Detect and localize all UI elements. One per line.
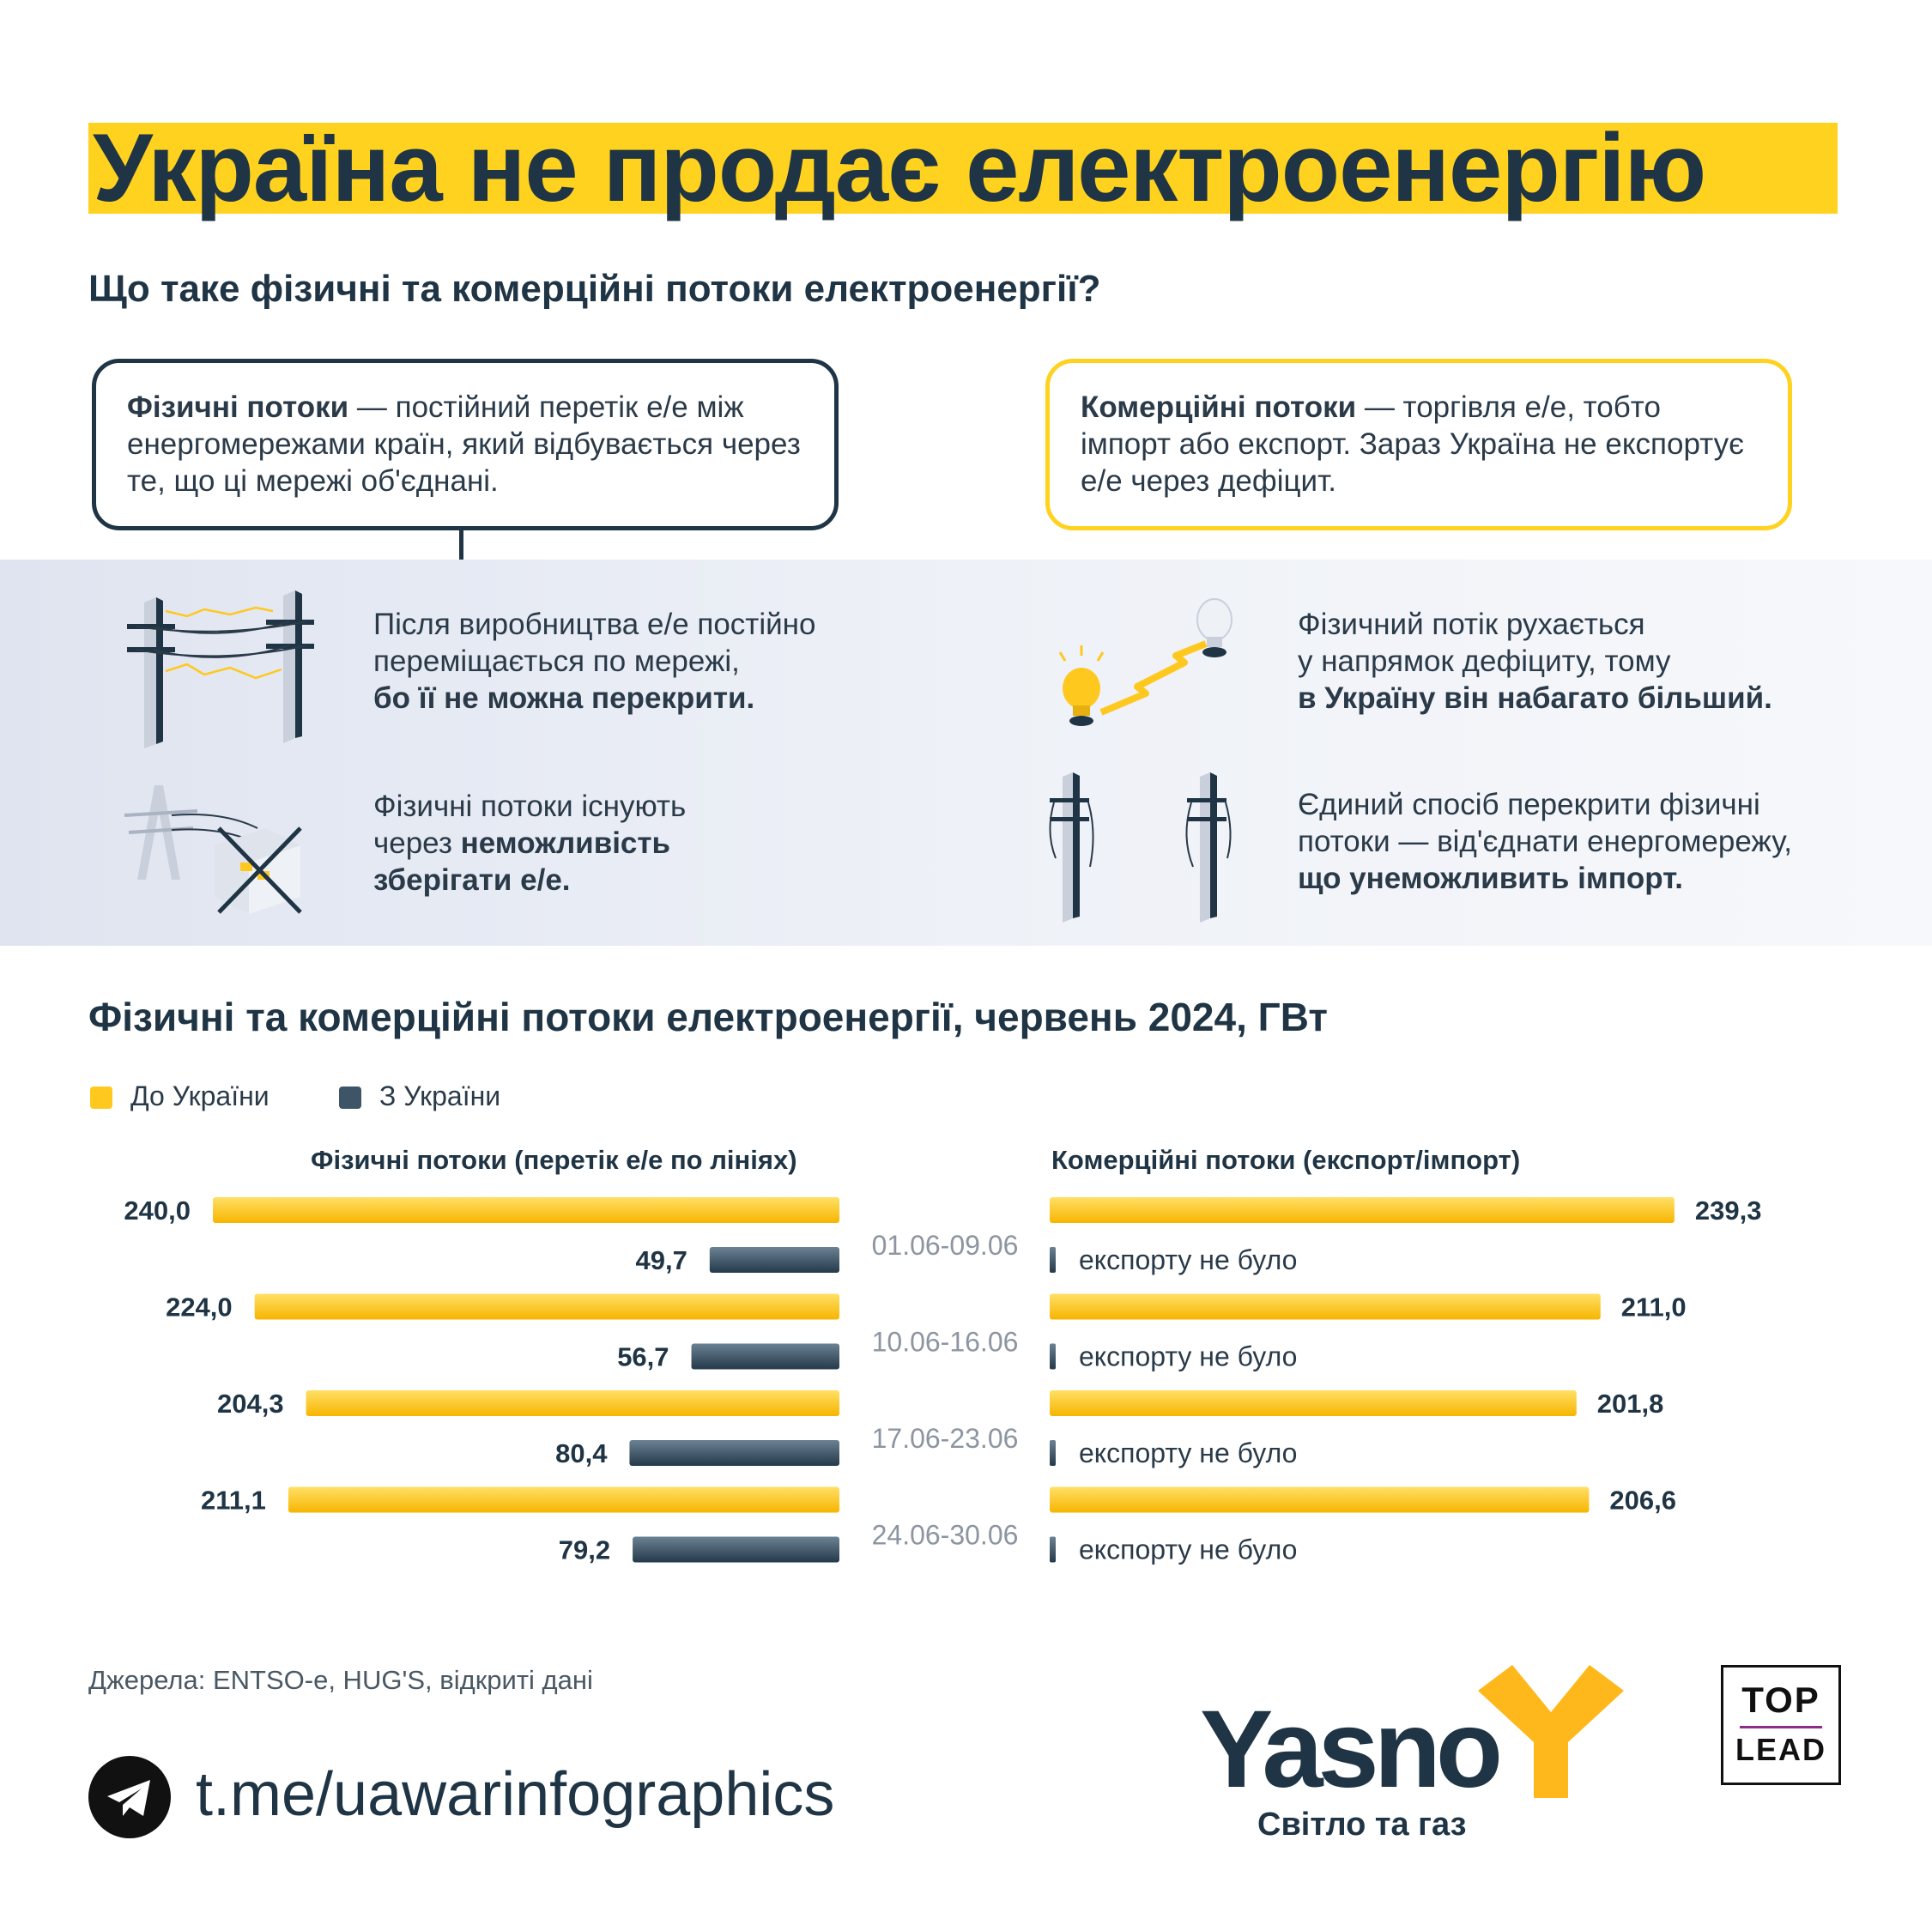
physical-term: Фізичні потоки xyxy=(127,390,349,424)
telegram-icon xyxy=(88,1756,171,1838)
fact-2-line-1: Фізичний потік рухається xyxy=(1298,608,1645,641)
category-label: 24.06-30.06 xyxy=(872,1520,1019,1551)
partner-logo-bottom: LEAD xyxy=(1735,1732,1826,1767)
fact-2-line-3: в Україну він набагато більший. xyxy=(1298,681,1772,715)
fact-4-line-2: потоки — від'єднати енергомережу, xyxy=(1298,825,1792,858)
value-label: 211,0 xyxy=(1621,1292,1687,1323)
fact-1-line-2: переміщається по мережі, xyxy=(373,645,740,678)
value-label: 206,6 xyxy=(1609,1486,1676,1516)
fact-3: Фізичні потоки існують через неможливіст… xyxy=(373,788,686,899)
bar-commercial-to-ukraine xyxy=(1050,1197,1675,1223)
fact-2-line-2: у напрямок дефіциту, тому xyxy=(1298,645,1671,678)
value-label: 211,1 xyxy=(201,1486,266,1516)
fact-3-line-2-pre: через xyxy=(373,826,461,860)
physical-text: — постійний перетік е/е між енергомережа… xyxy=(127,390,801,498)
brand-y-logo-icon xyxy=(1478,1665,1624,1798)
fact-1-line-3: бо її не можна перекрити. xyxy=(373,681,755,715)
bar-physical-from-ukraine xyxy=(629,1440,839,1466)
bar-physical-from-ukraine xyxy=(709,1247,839,1273)
fact-4: Єдиний спосіб перекрити фізичні потоки —… xyxy=(1298,786,1792,897)
value-label: 56,7 xyxy=(617,1342,669,1372)
bar-physical-to-ukraine xyxy=(306,1390,839,1416)
bar-commercial-from-ukraine xyxy=(1050,1536,1056,1563)
legend-swatch-to-ukraine xyxy=(90,1087,112,1109)
connector-line xyxy=(459,530,463,560)
no-export-label: експорту не було xyxy=(1079,1341,1297,1372)
bar-commercial-from-ukraine xyxy=(1050,1440,1056,1466)
value-label: 80,4 xyxy=(555,1438,608,1468)
bar-commercial-to-ukraine xyxy=(1050,1293,1601,1320)
legend-label-from-ukraine: З України xyxy=(379,1081,501,1111)
commercial-flows-definition: Комерційні потоки — торгівля е/е, тобто … xyxy=(1045,359,1792,530)
power-lines-icon xyxy=(127,590,314,748)
commercial-term: Комерційні потоки xyxy=(1081,390,1357,424)
title-highlight xyxy=(88,123,1838,214)
no-export-label: експорту не було xyxy=(1079,1244,1297,1275)
no-storage-icon xyxy=(124,785,302,914)
section-subtitle: Що таке фізичні та комерційні потоки еле… xyxy=(88,268,1101,310)
fact-3-line-2: через неможливість xyxy=(373,825,686,862)
page-title: Україна не продає електроенергію xyxy=(93,114,1706,221)
partner-logo-top: TOP xyxy=(1741,1680,1820,1720)
bar-commercial-to-ukraine xyxy=(1050,1390,1577,1416)
disconnected-poles-icon xyxy=(1049,772,1232,923)
bar-commercial-to-ukraine xyxy=(1050,1486,1590,1513)
no-export-label: експорту не було xyxy=(1079,1535,1297,1565)
partner-logo-divider xyxy=(1740,1726,1822,1728)
category-label: 10.06-16.06 xyxy=(872,1327,1019,1358)
fact-1-line-1: Після виробництва е/е постійно xyxy=(373,608,816,641)
category-label: 01.06-09.06 xyxy=(872,1230,1019,1261)
telegram-link[interactable]: t.me/uawarinfographics xyxy=(196,1760,835,1829)
no-export-label: експорту не було xyxy=(1079,1438,1297,1468)
fact-4-line-3: що унеможливить імпорт. xyxy=(1298,862,1683,895)
partner-logo: TOP LEAD xyxy=(1721,1665,1841,1785)
physical-flows-definition: Фізичні потоки — постійний перетік е/е м… xyxy=(92,359,839,530)
chart-title: Фізичні та комерційні потоки електроенер… xyxy=(88,995,1328,1039)
value-label: 224,0 xyxy=(166,1292,233,1323)
value-label: 240,0 xyxy=(124,1196,191,1226)
bar-physical-from-ukraine xyxy=(691,1343,839,1370)
fact-1: Після виробництва е/е постійно переміщає… xyxy=(373,606,815,717)
facts-panel xyxy=(0,560,1932,946)
value-label: 79,2 xyxy=(559,1535,610,1565)
bar-physical-to-ukraine xyxy=(254,1293,840,1320)
category-label: 17.06-23.06 xyxy=(872,1423,1019,1454)
lightbulb-flow-icon xyxy=(1058,598,1232,726)
value-label: 49,7 xyxy=(635,1245,687,1275)
commercial-text: — торгівля е/е, тобто імпорт або експорт… xyxy=(1081,390,1744,498)
bar-physical-to-ukraine xyxy=(288,1486,839,1513)
fact-3-line-1: Фізичні потоки існують xyxy=(373,790,687,823)
fact-3-line-3: зберігати е/е. xyxy=(373,863,571,897)
flows-chart: 01.06-09.06 240,0 49,7 239,3 експорту не бул… xyxy=(124,1196,1762,1565)
fact-3-line-2-bold: неможливість xyxy=(460,826,671,860)
fact-4-line-1: Єдиний спосіб перекрити фізичні xyxy=(1298,788,1760,821)
brand-tagline: Світло та газ xyxy=(1257,1807,1467,1843)
legend-swatch-from-ukraine xyxy=(339,1087,361,1109)
commercial-panel-title: Комерційні потоки (експорт/імпорт) xyxy=(1051,1145,1521,1175)
physical-panel-title: Фізичні потоки (перетік е/е по лініях) xyxy=(311,1145,797,1175)
value-label: 201,8 xyxy=(1597,1389,1664,1419)
bar-physical-from-ukraine xyxy=(633,1536,839,1563)
bar-commercial-from-ukraine xyxy=(1050,1343,1056,1370)
source-note: Джерела: ENTSO-e, HUG'S, відкриті дані xyxy=(88,1665,593,1695)
bar-physical-to-ukraine xyxy=(213,1197,839,1223)
legend-label-to-ukraine: До України xyxy=(130,1081,270,1111)
fact-2: Фізичний потік рухається у напрямок дефі… xyxy=(1298,606,1772,717)
value-label: 204,3 xyxy=(217,1389,284,1419)
bar-commercial-from-ukraine xyxy=(1050,1247,1056,1273)
brand-logo-text: Yasno xyxy=(1200,1688,1503,1811)
value-label: 239,3 xyxy=(1695,1196,1762,1226)
